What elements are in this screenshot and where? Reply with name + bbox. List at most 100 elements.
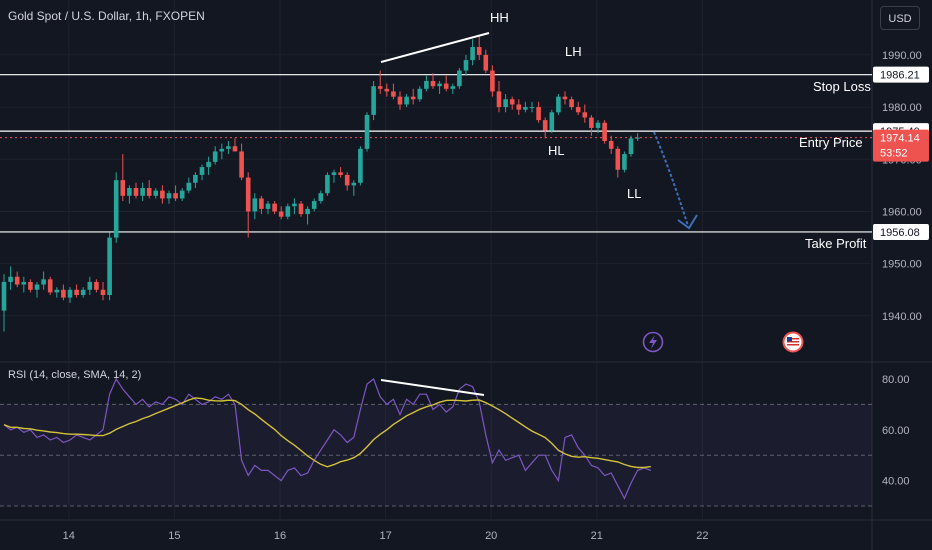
rsi-divergence-line [380,379,485,396]
candle-body [391,91,396,97]
currency-button[interactable]: USD [880,6,920,30]
candle-body [635,137,640,139]
rsi-title[interactable]: RSI (14, close, SMA, 14, 2) [8,369,142,381]
candle-body [516,104,522,110]
annotation-labels: HH LH HL LL Stop Loss Entry Price Take P… [490,10,871,251]
candle-body [424,80,429,89]
candle-body [133,187,139,196]
candle-body [47,279,53,293]
candle-body [404,96,409,105]
candle-body [556,96,561,113]
candle-body [245,177,251,212]
candle-body [410,96,416,100]
price-tick-label: 1980.00 [882,102,922,114]
candle-body [509,99,515,105]
candle-body [325,174,330,194]
candle-body [199,167,205,175]
candle-body [430,80,436,87]
price-trendline [380,32,490,63]
candle-body [529,107,535,109]
label-hh: HH [490,10,509,25]
rsi-line [3,377,652,500]
rsi-tick-label: 60.00 [882,425,910,437]
price-tick-label: 1950.00 [882,259,922,271]
price-level-lines [0,74,872,233]
candle-body [575,107,581,113]
candle-body [259,198,264,209]
candle-body [226,146,231,149]
candle-body [28,281,33,290]
candle-body [298,203,304,215]
candle-body [384,88,390,92]
candle-body [1,281,7,311]
time-tick-label: 17 [379,530,391,542]
rsi-tick-label: 80.00 [882,374,910,386]
candle-body [503,99,508,108]
us-flag-icon[interactable] [782,331,804,353]
candle-body [542,120,548,131]
candle-body [107,237,112,295]
candle-body [397,96,403,105]
candle-body [8,276,13,282]
candle-body [173,193,178,199]
candle-body [305,208,310,215]
current-price-text: 1974.14 [880,133,920,145]
candle-body [100,289,106,295]
candle-body [437,83,442,87]
level-tag-text-stop_loss: 1986.21 [880,70,920,82]
candle-body [351,182,357,186]
level-tag-stop_loss [873,66,929,83]
candle-body [67,289,73,298]
candle-body [311,201,317,209]
price-tick-label: 1990.00 [882,50,922,62]
candle-body [417,88,423,100]
candle-body [523,107,528,110]
candle-body [628,138,634,155]
candle-body [463,60,469,71]
label-ll: LL [627,186,641,201]
trend-lines [380,32,698,230]
time-tick-label: 22 [696,530,708,542]
price-tick-label: 1960.00 [882,206,922,218]
candle-body [443,83,449,89]
candle-body [377,86,383,89]
candlestick-series [1,36,640,332]
candle-body [285,206,291,217]
candle-body [113,180,119,238]
candle-body [54,289,60,293]
candle-body [338,172,343,175]
candle-body [140,187,145,196]
candle-body [74,289,79,295]
candle-body [582,112,588,118]
candle-body [364,114,370,149]
label-stop-loss: Stop Loss [813,79,871,94]
candle-body [470,47,475,61]
candle-body [331,172,337,175]
candle-body [232,146,238,152]
candle-body [206,161,211,168]
candle-body [549,112,555,131]
candle-body [450,86,456,89]
candle-body [278,211,284,217]
candle-body [483,54,489,71]
time-tick-label: 15 [168,530,180,542]
projection-arrow [653,131,689,227]
candle-body [476,47,482,55]
candle-body [344,174,350,186]
candle-body [252,198,258,212]
candle-body [292,203,297,207]
candle-body [371,86,376,115]
candle-body [193,174,198,183]
lightning-icon[interactable] [642,331,664,353]
candle-body [496,91,502,108]
candle-body [21,281,27,285]
candle-body [61,289,66,298]
candle-body [153,190,159,196]
candle-body [569,99,574,108]
time-tick-label: 21 [591,530,603,542]
label-lh: LH [565,44,582,59]
candle-body [239,151,244,178]
candle-body [166,193,172,199]
symbol-title[interactable]: Gold Spot / U.S. Dollar, 1h, FXOPEN [8,9,205,23]
